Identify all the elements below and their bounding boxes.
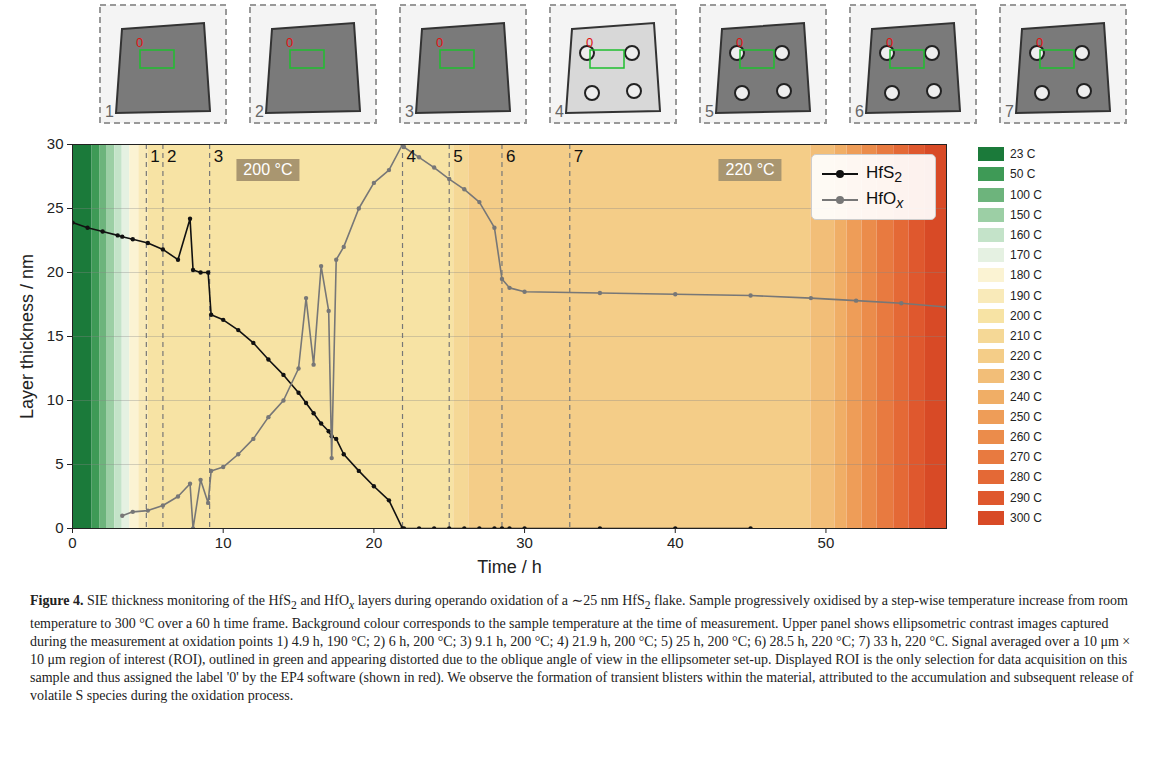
html-text:230 C: 230 C [1010, 369, 1042, 384]
html-text:23 C: 23 C [1010, 147, 1036, 162]
svg-text:40: 40 [667, 534, 684, 551]
svg-text:15: 15 [47, 327, 64, 344]
svg-text:3: 3 [214, 147, 223, 166]
svg-text:7: 7 [1005, 103, 1014, 120]
html-text:300 C: 300 C [1010, 510, 1042, 525]
html-text:270 C: 270 C [1010, 450, 1042, 465]
html-text:220 °C: 220 °C [725, 160, 775, 178]
html-text:290 C: 290 C [1010, 490, 1042, 505]
svg-text:5: 5 [55, 455, 63, 472]
svg-text:0: 0 [55, 519, 63, 536]
svg-text:6: 6 [855, 103, 864, 120]
html-text:Figure 4. SIE thickness monito: Figure 4. SIE thickness monitoring of th… [30, 593, 1134, 703]
svg-text:5: 5 [453, 147, 462, 166]
svg-text:1: 1 [105, 103, 114, 120]
html-text:170 C: 170 C [1010, 248, 1042, 263]
svg-text:50: 50 [818, 534, 835, 551]
svg-text:2: 2 [167, 147, 176, 166]
html-text:100 C: 100 C [1010, 187, 1042, 202]
svg-text:20: 20 [366, 534, 383, 551]
html-text:150 C: 150 C [1010, 207, 1042, 222]
html-text:240 C: 240 C [1010, 389, 1042, 404]
svg-text:2: 2 [255, 103, 264, 120]
svg-text:0: 0 [436, 35, 443, 50]
svg-text:0: 0 [886, 35, 893, 50]
html-text:200 °C: 200 °C [243, 160, 293, 178]
svg-text:6: 6 [506, 147, 515, 166]
html-text:180 C: 180 C [1010, 268, 1042, 283]
svg-text:4: 4 [555, 103, 564, 120]
svg-text:0: 0 [736, 35, 743, 50]
svg-text:10: 10 [215, 534, 232, 551]
html-text:210 C: 210 C [1010, 328, 1042, 343]
svg-text:1: 1 [150, 147, 159, 166]
html-text:220 C: 220 C [1010, 349, 1042, 364]
html-text:280 C: 280 C [1010, 470, 1042, 485]
html-text:HfS2: HfS2 [866, 162, 903, 186]
svg-text:5: 5 [705, 103, 714, 120]
svg-text:0: 0 [136, 35, 143, 50]
svg-text:25: 25 [47, 199, 64, 216]
html-text:HfOx: HfOx [866, 188, 904, 212]
svg-text:3: 3 [405, 103, 414, 120]
html-text:50 C: 50 C [1010, 167, 1036, 182]
svg-text:0: 0 [68, 534, 76, 551]
html-text:160 C: 160 C [1010, 227, 1042, 242]
svg-text:10: 10 [47, 391, 64, 408]
svg-text:4: 4 [407, 147, 416, 166]
html-text:200 C: 200 C [1010, 308, 1042, 323]
svg-text:0: 0 [286, 35, 293, 50]
svg-text:30: 30 [516, 534, 533, 551]
svg-text:20: 20 [47, 263, 64, 280]
svg-text:30: 30 [47, 135, 64, 152]
html-text:260 C: 260 C [1010, 429, 1042, 444]
svg-text:0: 0 [586, 35, 593, 50]
html-text:250 C: 250 C [1010, 409, 1042, 424]
svg-text:Layer thickness / nm: Layer thickness / nm [17, 254, 37, 419]
html-text:190 C: 190 C [1010, 288, 1042, 303]
svg-text:7: 7 [574, 147, 583, 166]
svg-text:0: 0 [1036, 35, 1043, 50]
svg-text:Time / h: Time / h [477, 557, 541, 577]
